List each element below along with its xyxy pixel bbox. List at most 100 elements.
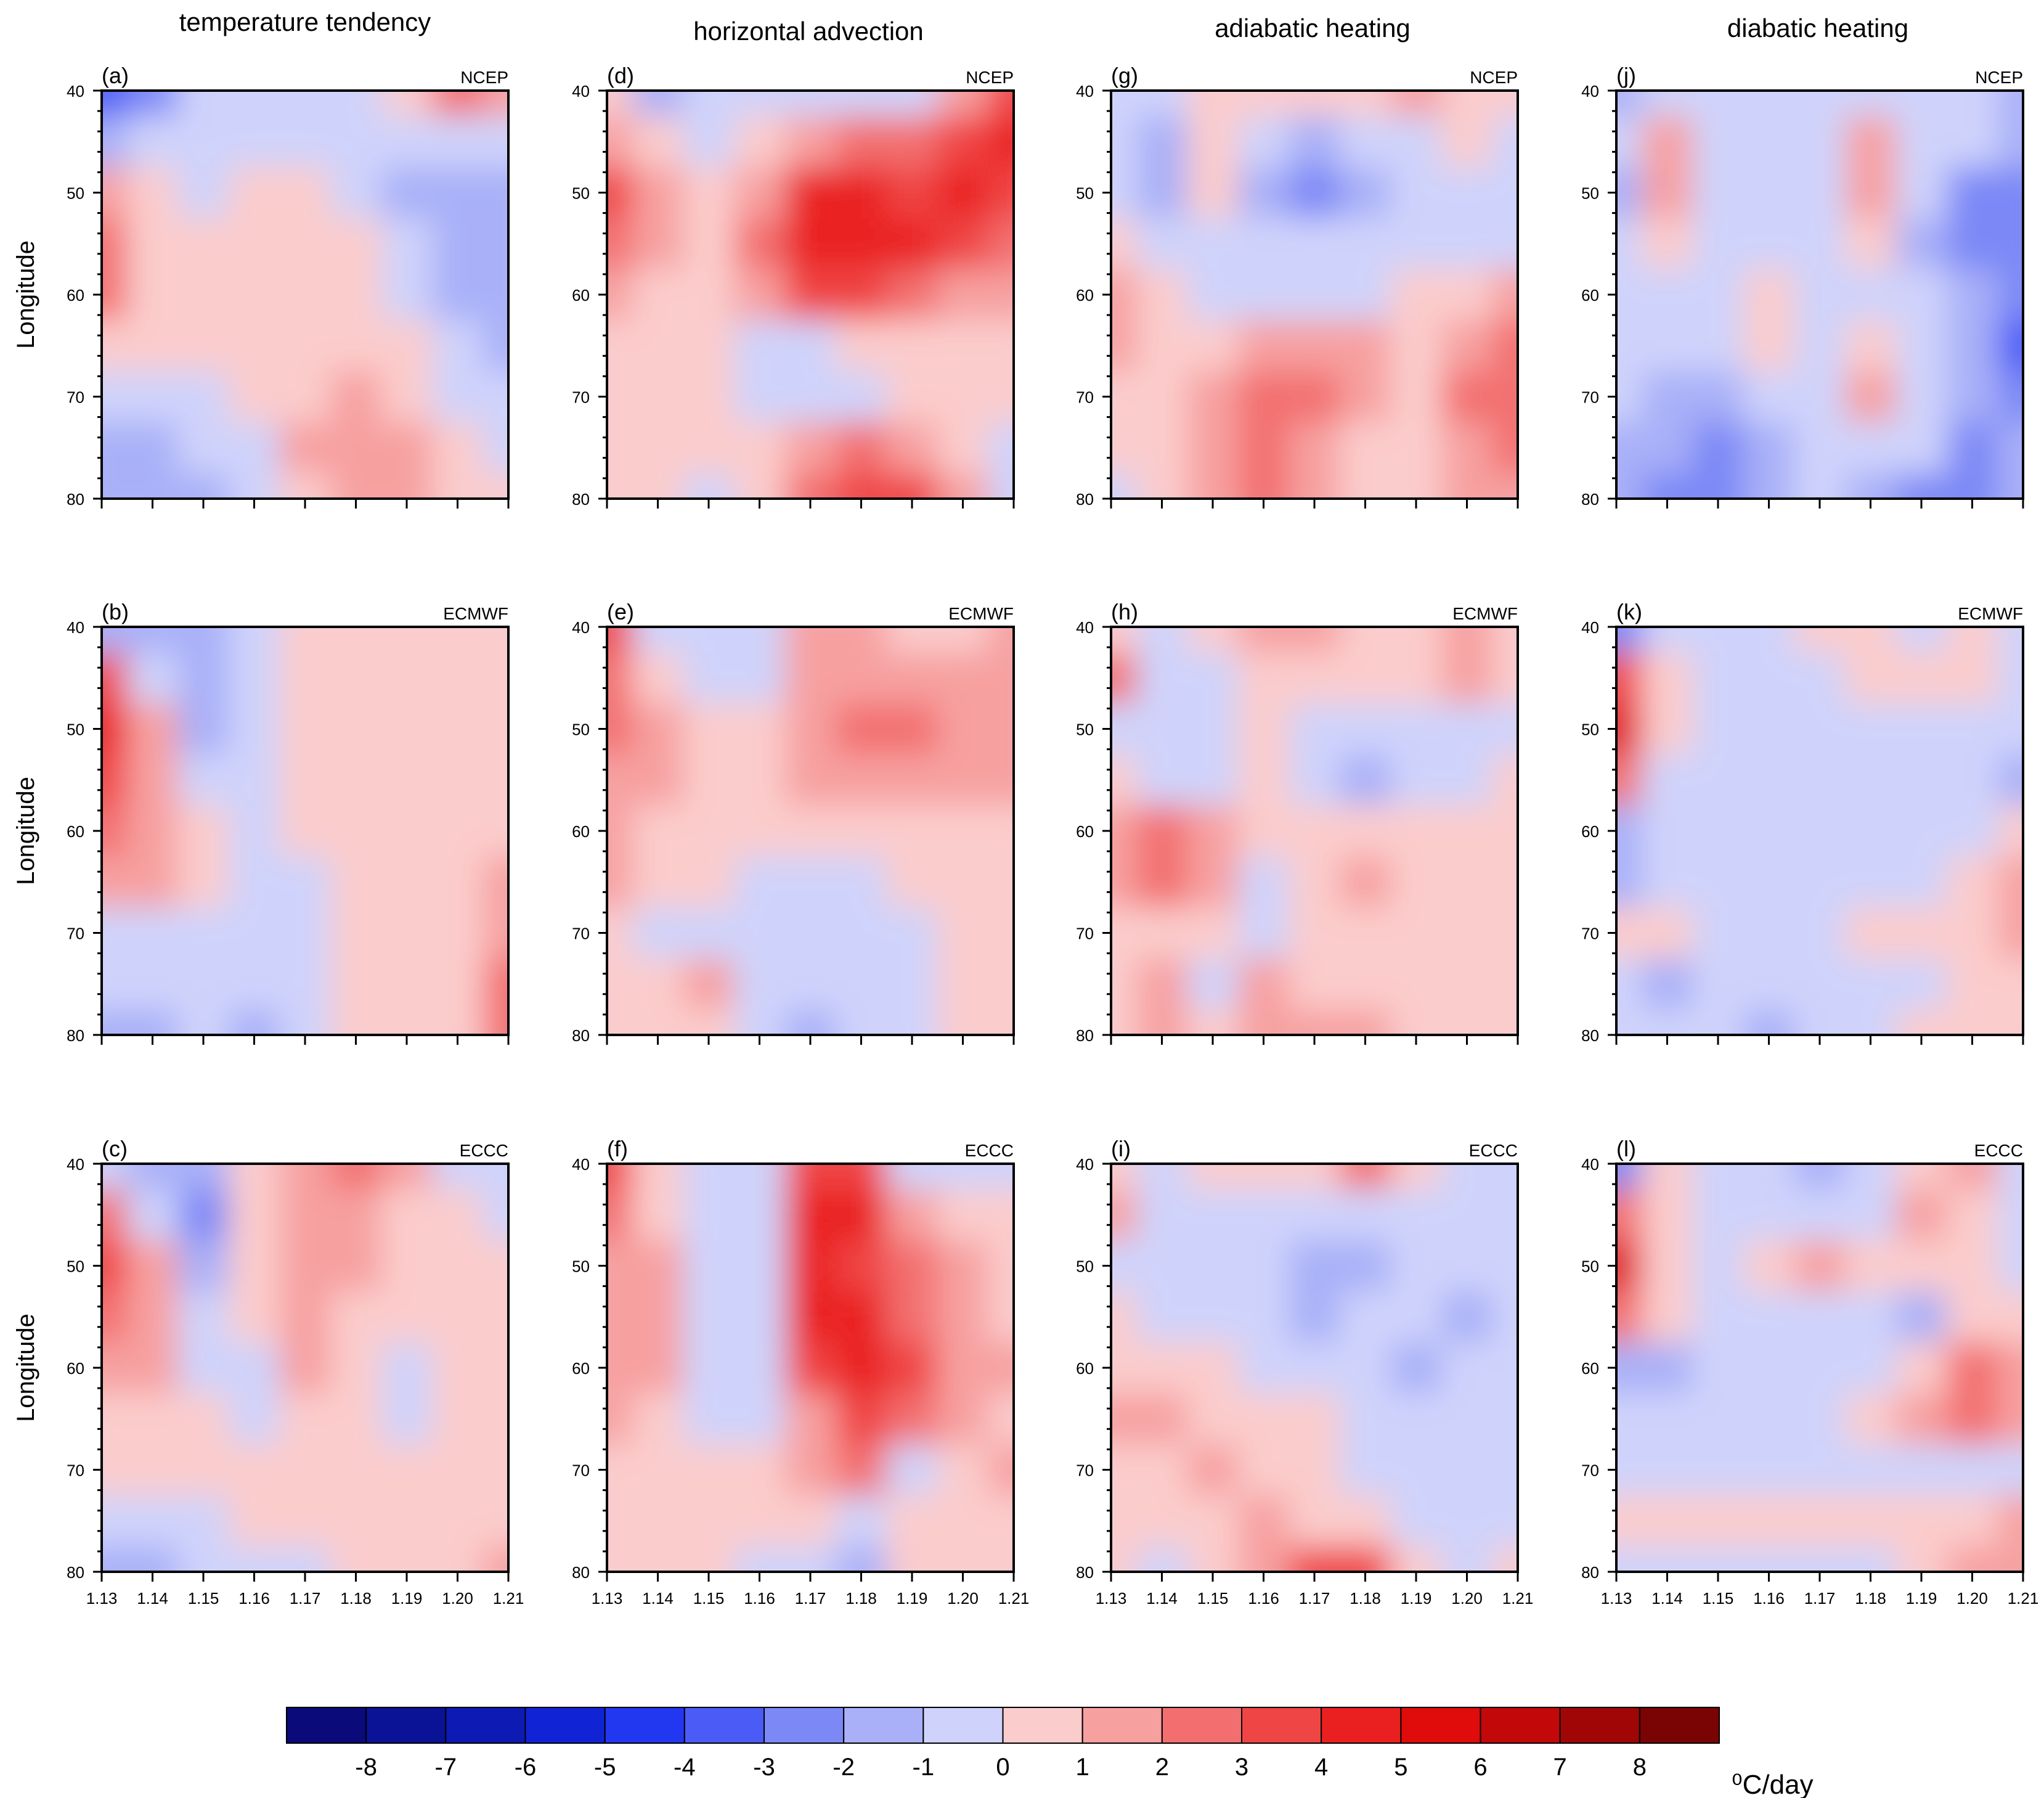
heatmap-cell bbox=[102, 1164, 128, 1190]
heatmap-cell bbox=[229, 1495, 280, 1547]
heatmap-cell bbox=[988, 1495, 1014, 1547]
heatmap-cell bbox=[784, 1164, 837, 1190]
heatmap-cell bbox=[1997, 1240, 2023, 1292]
y-tick-label: 70 bbox=[67, 1461, 84, 1480]
heatmap-cell bbox=[1743, 1240, 1795, 1292]
x-tick-label: 1.18 bbox=[340, 1589, 372, 1608]
heatmap-cell bbox=[607, 422, 633, 474]
heatmap-cell bbox=[482, 91, 508, 117]
heatmap-cell bbox=[937, 907, 989, 959]
heatmap-cell bbox=[1642, 116, 1693, 168]
heatmap-cell bbox=[1642, 320, 1693, 372]
heatmap-cell bbox=[1794, 422, 1846, 474]
heatmap-cell bbox=[1187, 371, 1239, 423]
heatmap-cell bbox=[1187, 1164, 1239, 1190]
heatmap-cell bbox=[632, 856, 684, 909]
heatmap-cell bbox=[381, 218, 433, 270]
heatmap-cell bbox=[988, 116, 1014, 168]
heatmap-field bbox=[102, 1164, 508, 1572]
heatmap-cell bbox=[1947, 116, 1998, 168]
heatmap-cell bbox=[381, 805, 433, 857]
heatmap-cell bbox=[1743, 91, 1795, 117]
heatmap-cell bbox=[1642, 473, 1693, 499]
heatmap-cell bbox=[1642, 805, 1693, 857]
heatmap-cell bbox=[784, 1240, 837, 1292]
heatmap-cell bbox=[1997, 1291, 2023, 1343]
heatmap-cell bbox=[330, 754, 382, 806]
heatmap-cell bbox=[1947, 269, 1998, 321]
heatmap-cell bbox=[886, 754, 939, 806]
heatmap-cell bbox=[1743, 1444, 1795, 1496]
heatmap-cell bbox=[1441, 652, 1493, 705]
heatmap-cell bbox=[229, 958, 280, 1010]
heatmap-cell bbox=[1743, 320, 1795, 372]
heatmap-cell bbox=[1441, 907, 1493, 959]
heatmap-cell bbox=[683, 1546, 735, 1572]
heatmap-cell bbox=[1642, 652, 1693, 705]
heatmap-cell bbox=[1390, 1009, 1443, 1035]
heatmap-field bbox=[1616, 91, 2023, 499]
heatmap-cell bbox=[1187, 703, 1239, 755]
heatmap-cell bbox=[229, 371, 280, 423]
heatmap-cell bbox=[1895, 218, 1948, 270]
heatmap-cell bbox=[836, 1291, 887, 1343]
heatmap-cell bbox=[1441, 805, 1493, 857]
y-tick-label: 40 bbox=[572, 82, 590, 100]
heatmap-cell bbox=[1289, 907, 1341, 959]
heatmap-cell bbox=[1441, 1240, 1493, 1292]
heatmap-cell bbox=[734, 805, 786, 857]
heatmap-cell bbox=[1895, 652, 1948, 705]
heatmap-cell bbox=[632, 1291, 684, 1343]
heatmap-cell bbox=[330, 1189, 382, 1241]
dataset-label: ECCC bbox=[1974, 1141, 2023, 1160]
heatmap-cell bbox=[1692, 371, 1745, 423]
heatmap-cell bbox=[1947, 1342, 1998, 1394]
y-tick-label: 70 bbox=[1581, 388, 1599, 407]
heatmap-cell bbox=[330, 320, 382, 372]
heatmap-cell bbox=[1111, 371, 1138, 423]
heatmap-cell bbox=[988, 1164, 1014, 1190]
heatmap-cell bbox=[1111, 1342, 1138, 1394]
heatmap-cell bbox=[381, 116, 433, 168]
heatmap-cell bbox=[632, 218, 684, 270]
heatmap-cell bbox=[177, 754, 230, 806]
heatmap-cell bbox=[1845, 1342, 1897, 1394]
colorbar-swatch bbox=[1161, 1707, 1243, 1744]
heatmap-cell bbox=[1238, 1009, 1290, 1035]
heatmap-cell bbox=[1895, 1189, 1948, 1241]
colorbar-label: 5 bbox=[1394, 1754, 1407, 1781]
heatmap-cell bbox=[482, 1342, 508, 1394]
heatmap-cell bbox=[886, 907, 939, 959]
heatmap-cell bbox=[330, 627, 382, 653]
heatmap-cell bbox=[1616, 754, 1643, 806]
heatmap-cell bbox=[1187, 1291, 1239, 1343]
heatmap-cell bbox=[432, 1009, 484, 1035]
heatmap-cell bbox=[1441, 1495, 1493, 1547]
heatmap-cell bbox=[937, 1189, 989, 1241]
heatmap-cell bbox=[1340, 422, 1391, 474]
heatmap-cell bbox=[127, 1342, 179, 1394]
heatmap-cell bbox=[1492, 91, 1518, 117]
heatmap-cell bbox=[1743, 473, 1795, 499]
x-tick-label: 1.16 bbox=[1248, 1589, 1279, 1608]
heatmap-cell bbox=[1289, 167, 1341, 219]
dataset-label: ECMWF bbox=[443, 604, 508, 623]
panel-l: 40 50 60 70 801.13 1.14 1.15 1.16 1.17 1.18 1.19 1.… bbox=[1581, 1136, 2038, 1608]
heatmap-cell bbox=[381, 1342, 433, 1394]
heatmap-cells bbox=[1616, 1164, 2023, 1572]
x-tick-label: 1.15 bbox=[1197, 1589, 1229, 1608]
heatmap-cell bbox=[1845, 91, 1897, 117]
heatmap-cell bbox=[1187, 167, 1239, 219]
heatmap-cell bbox=[1238, 1291, 1290, 1343]
heatmap-cell bbox=[607, 907, 633, 959]
heatmap-cell bbox=[734, 320, 786, 372]
heatmap-cell bbox=[1845, 1444, 1897, 1496]
heatmap-cell bbox=[1692, 269, 1745, 321]
heatmap-cell bbox=[1947, 1240, 1998, 1292]
heatmap-cell bbox=[381, 703, 433, 755]
column-title-temperature-tendency: temperature tendency bbox=[179, 7, 431, 36]
heatmap-cell bbox=[1492, 1444, 1518, 1496]
heatmap-cell bbox=[381, 1393, 433, 1445]
colorbar-label: 2 bbox=[1155, 1754, 1169, 1781]
heatmap-cell bbox=[482, 703, 508, 755]
